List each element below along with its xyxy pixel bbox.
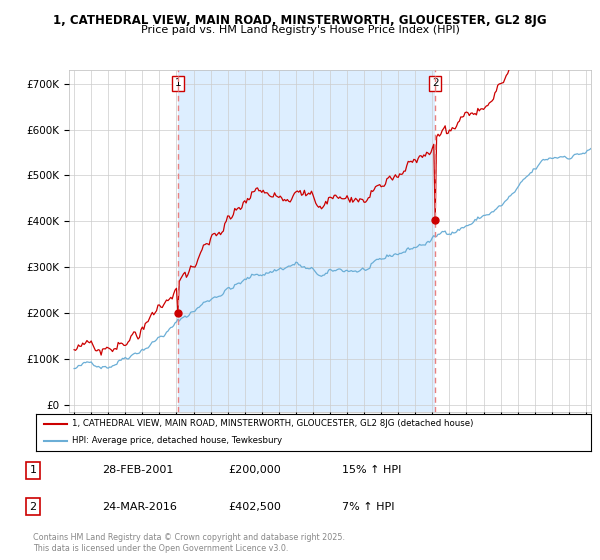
Text: £200,000: £200,000	[228, 465, 281, 475]
Text: 24-MAR-2016: 24-MAR-2016	[102, 502, 177, 511]
Bar	[178, 70, 435, 412]
Text: 1, CATHEDRAL VIEW, MAIN ROAD, MINSTERWORTH, GLOUCESTER, GL2 8JG: 1, CATHEDRAL VIEW, MAIN ROAD, MINSTERWOR…	[53, 14, 547, 27]
Text: Contains HM Land Registry data © Crown copyright and database right 2025.
This d: Contains HM Land Registry data © Crown c…	[33, 533, 345, 553]
Text: 1: 1	[175, 78, 181, 88]
Text: 1: 1	[29, 465, 37, 475]
Text: HPI: Average price, detached house, Tewkesbury: HPI: Average price, detached house, Tewk…	[72, 436, 282, 445]
Text: Price paid vs. HM Land Registry's House Price Index (HPI): Price paid vs. HM Land Registry's House …	[140, 25, 460, 35]
Text: 28-FEB-2001: 28-FEB-2001	[102, 465, 173, 475]
Text: 15% ↑ HPI: 15% ↑ HPI	[342, 465, 401, 475]
Text: 2: 2	[29, 502, 37, 511]
Text: 1, CATHEDRAL VIEW, MAIN ROAD, MINSTERWORTH, GLOUCESTER, GL2 8JG (detached house): 1, CATHEDRAL VIEW, MAIN ROAD, MINSTERWOR…	[72, 419, 473, 428]
Text: £402,500: £402,500	[228, 502, 281, 511]
Text: 7% ↑ HPI: 7% ↑ HPI	[342, 502, 395, 511]
Text: 2: 2	[432, 78, 439, 88]
